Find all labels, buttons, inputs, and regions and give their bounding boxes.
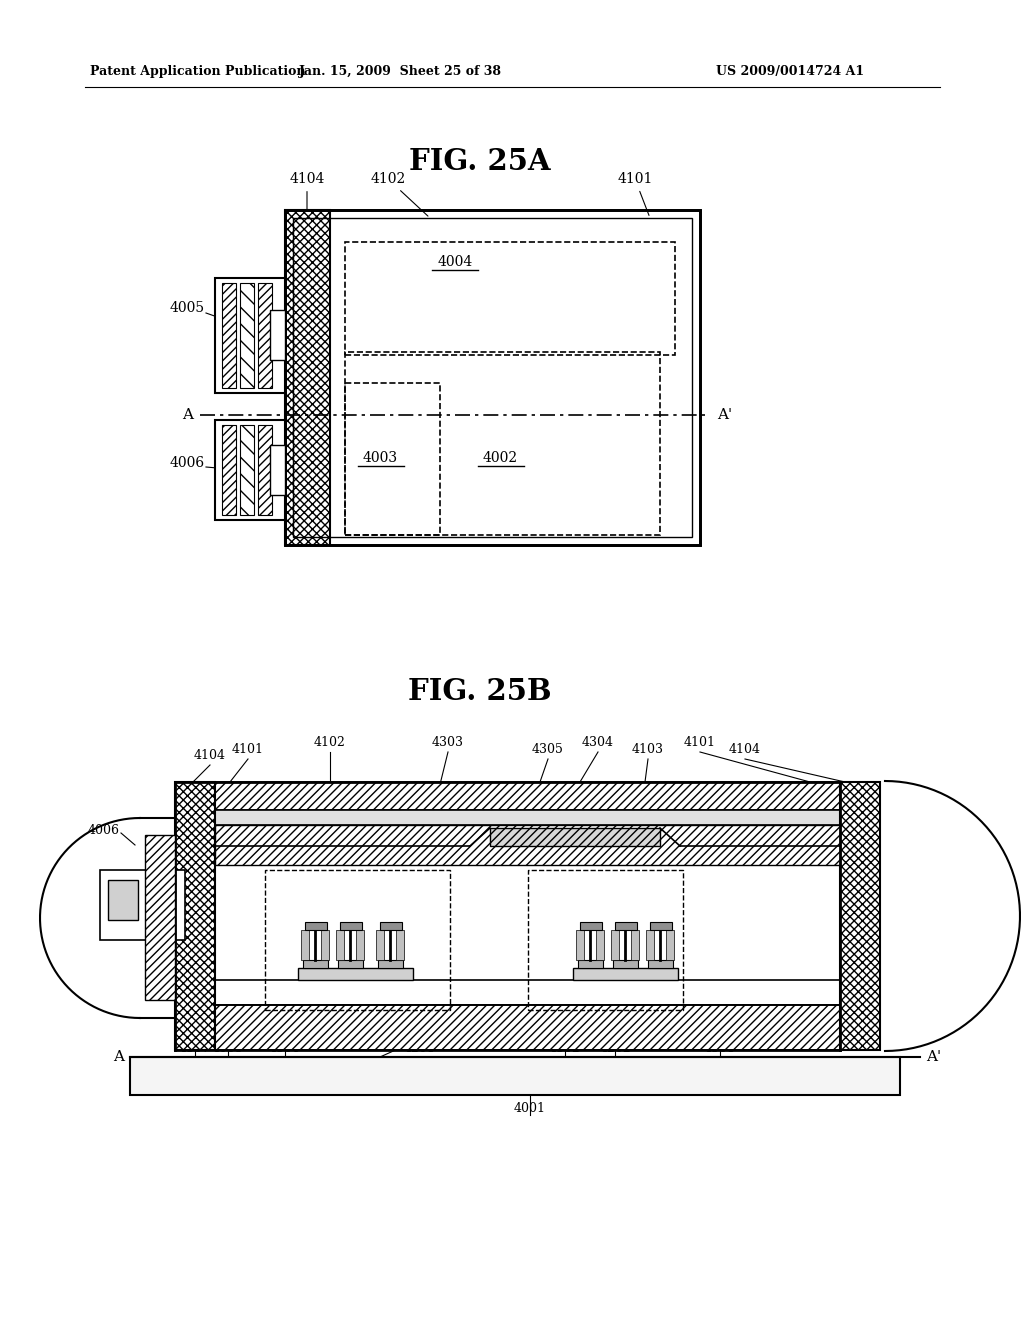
- Text: 4305: 4305: [532, 743, 564, 756]
- Bar: [340, 921, 362, 931]
- Text: 4201: 4201: [404, 1041, 436, 1055]
- Bar: [578, 960, 603, 968]
- Text: 4006: 4006: [170, 455, 205, 470]
- Text: 4001: 4001: [514, 1101, 546, 1114]
- Text: 4101: 4101: [232, 743, 264, 756]
- Bar: [270, 445, 285, 495]
- Text: 4302: 4302: [549, 1041, 581, 1055]
- Bar: [258, 425, 272, 515]
- Bar: [305, 921, 327, 931]
- Bar: [265, 870, 450, 1010]
- Bar: [615, 921, 637, 931]
- Bar: [631, 931, 639, 960]
- Bar: [175, 781, 215, 1049]
- Bar: [321, 931, 329, 960]
- Text: 4003: 4003: [362, 451, 397, 465]
- Bar: [648, 960, 673, 968]
- Bar: [611, 931, 618, 960]
- Text: 4301: 4301: [705, 1041, 736, 1055]
- Bar: [575, 931, 584, 960]
- Bar: [222, 282, 236, 388]
- Text: 4306: 4306: [269, 1041, 301, 1055]
- Text: A': A': [926, 1049, 941, 1064]
- Bar: [145, 836, 175, 1001]
- Bar: [345, 242, 675, 355]
- Bar: [650, 921, 672, 931]
- Text: FIG. 25A: FIG. 25A: [410, 148, 551, 177]
- Text: 4304: 4304: [582, 737, 614, 748]
- Bar: [646, 931, 654, 960]
- Text: 4103: 4103: [632, 743, 664, 756]
- Text: Patent Application Publication: Patent Application Publication: [90, 66, 305, 78]
- Bar: [528, 870, 683, 1010]
- Bar: [573, 968, 678, 979]
- Text: 4104: 4104: [729, 743, 761, 756]
- Text: 4101: 4101: [617, 172, 652, 215]
- Text: 4202: 4202: [599, 1041, 631, 1055]
- Bar: [345, 383, 440, 535]
- Text: 4101: 4101: [684, 737, 716, 748]
- Bar: [175, 781, 880, 810]
- Bar: [240, 282, 254, 388]
- Bar: [215, 825, 840, 865]
- Bar: [130, 1057, 900, 1096]
- Text: 4005: 4005: [170, 301, 205, 315]
- Bar: [356, 931, 364, 960]
- Text: US 2009/0014724 A1: US 2009/0014724 A1: [716, 66, 864, 78]
- Text: 4104: 4104: [194, 748, 226, 762]
- Bar: [175, 810, 880, 825]
- Bar: [378, 960, 403, 968]
- Bar: [336, 931, 344, 960]
- Bar: [338, 960, 362, 968]
- Bar: [108, 880, 138, 920]
- Text: 4006: 4006: [88, 824, 120, 837]
- Bar: [215, 279, 285, 393]
- Text: Jan. 15, 2009  Sheet 25 of 38: Jan. 15, 2009 Sheet 25 of 38: [299, 66, 502, 78]
- Bar: [285, 210, 700, 545]
- Bar: [298, 968, 413, 979]
- Bar: [490, 828, 660, 846]
- Bar: [215, 420, 285, 520]
- Bar: [396, 931, 404, 960]
- Bar: [666, 931, 674, 960]
- Bar: [293, 218, 692, 537]
- Text: 4104: 4104: [290, 172, 325, 215]
- Text: 4002: 4002: [482, 451, 517, 465]
- Text: 4307: 4307: [179, 1041, 211, 1055]
- Bar: [376, 931, 384, 960]
- Text: 4005: 4005: [212, 1041, 244, 1055]
- Text: A: A: [113, 1049, 124, 1064]
- Bar: [301, 931, 309, 960]
- Bar: [380, 921, 402, 931]
- Bar: [840, 781, 880, 1049]
- Bar: [200, 825, 860, 1005]
- Text: A': A': [717, 408, 732, 422]
- Bar: [222, 425, 236, 515]
- Bar: [100, 870, 185, 940]
- Bar: [345, 352, 660, 535]
- Bar: [596, 931, 604, 960]
- Bar: [270, 310, 285, 360]
- Text: 4102: 4102: [371, 172, 428, 216]
- Bar: [285, 210, 700, 545]
- Text: 4004: 4004: [437, 255, 473, 269]
- Text: 4303: 4303: [432, 737, 464, 748]
- Bar: [303, 960, 328, 968]
- Text: 4102: 4102: [314, 737, 346, 748]
- Bar: [285, 210, 330, 545]
- Bar: [258, 282, 272, 388]
- Text: FIG. 25B: FIG. 25B: [409, 677, 552, 706]
- Bar: [613, 960, 638, 968]
- Text: A: A: [182, 408, 193, 422]
- Bar: [240, 425, 254, 515]
- Bar: [580, 921, 602, 931]
- Bar: [175, 1005, 880, 1049]
- Bar: [285, 210, 700, 545]
